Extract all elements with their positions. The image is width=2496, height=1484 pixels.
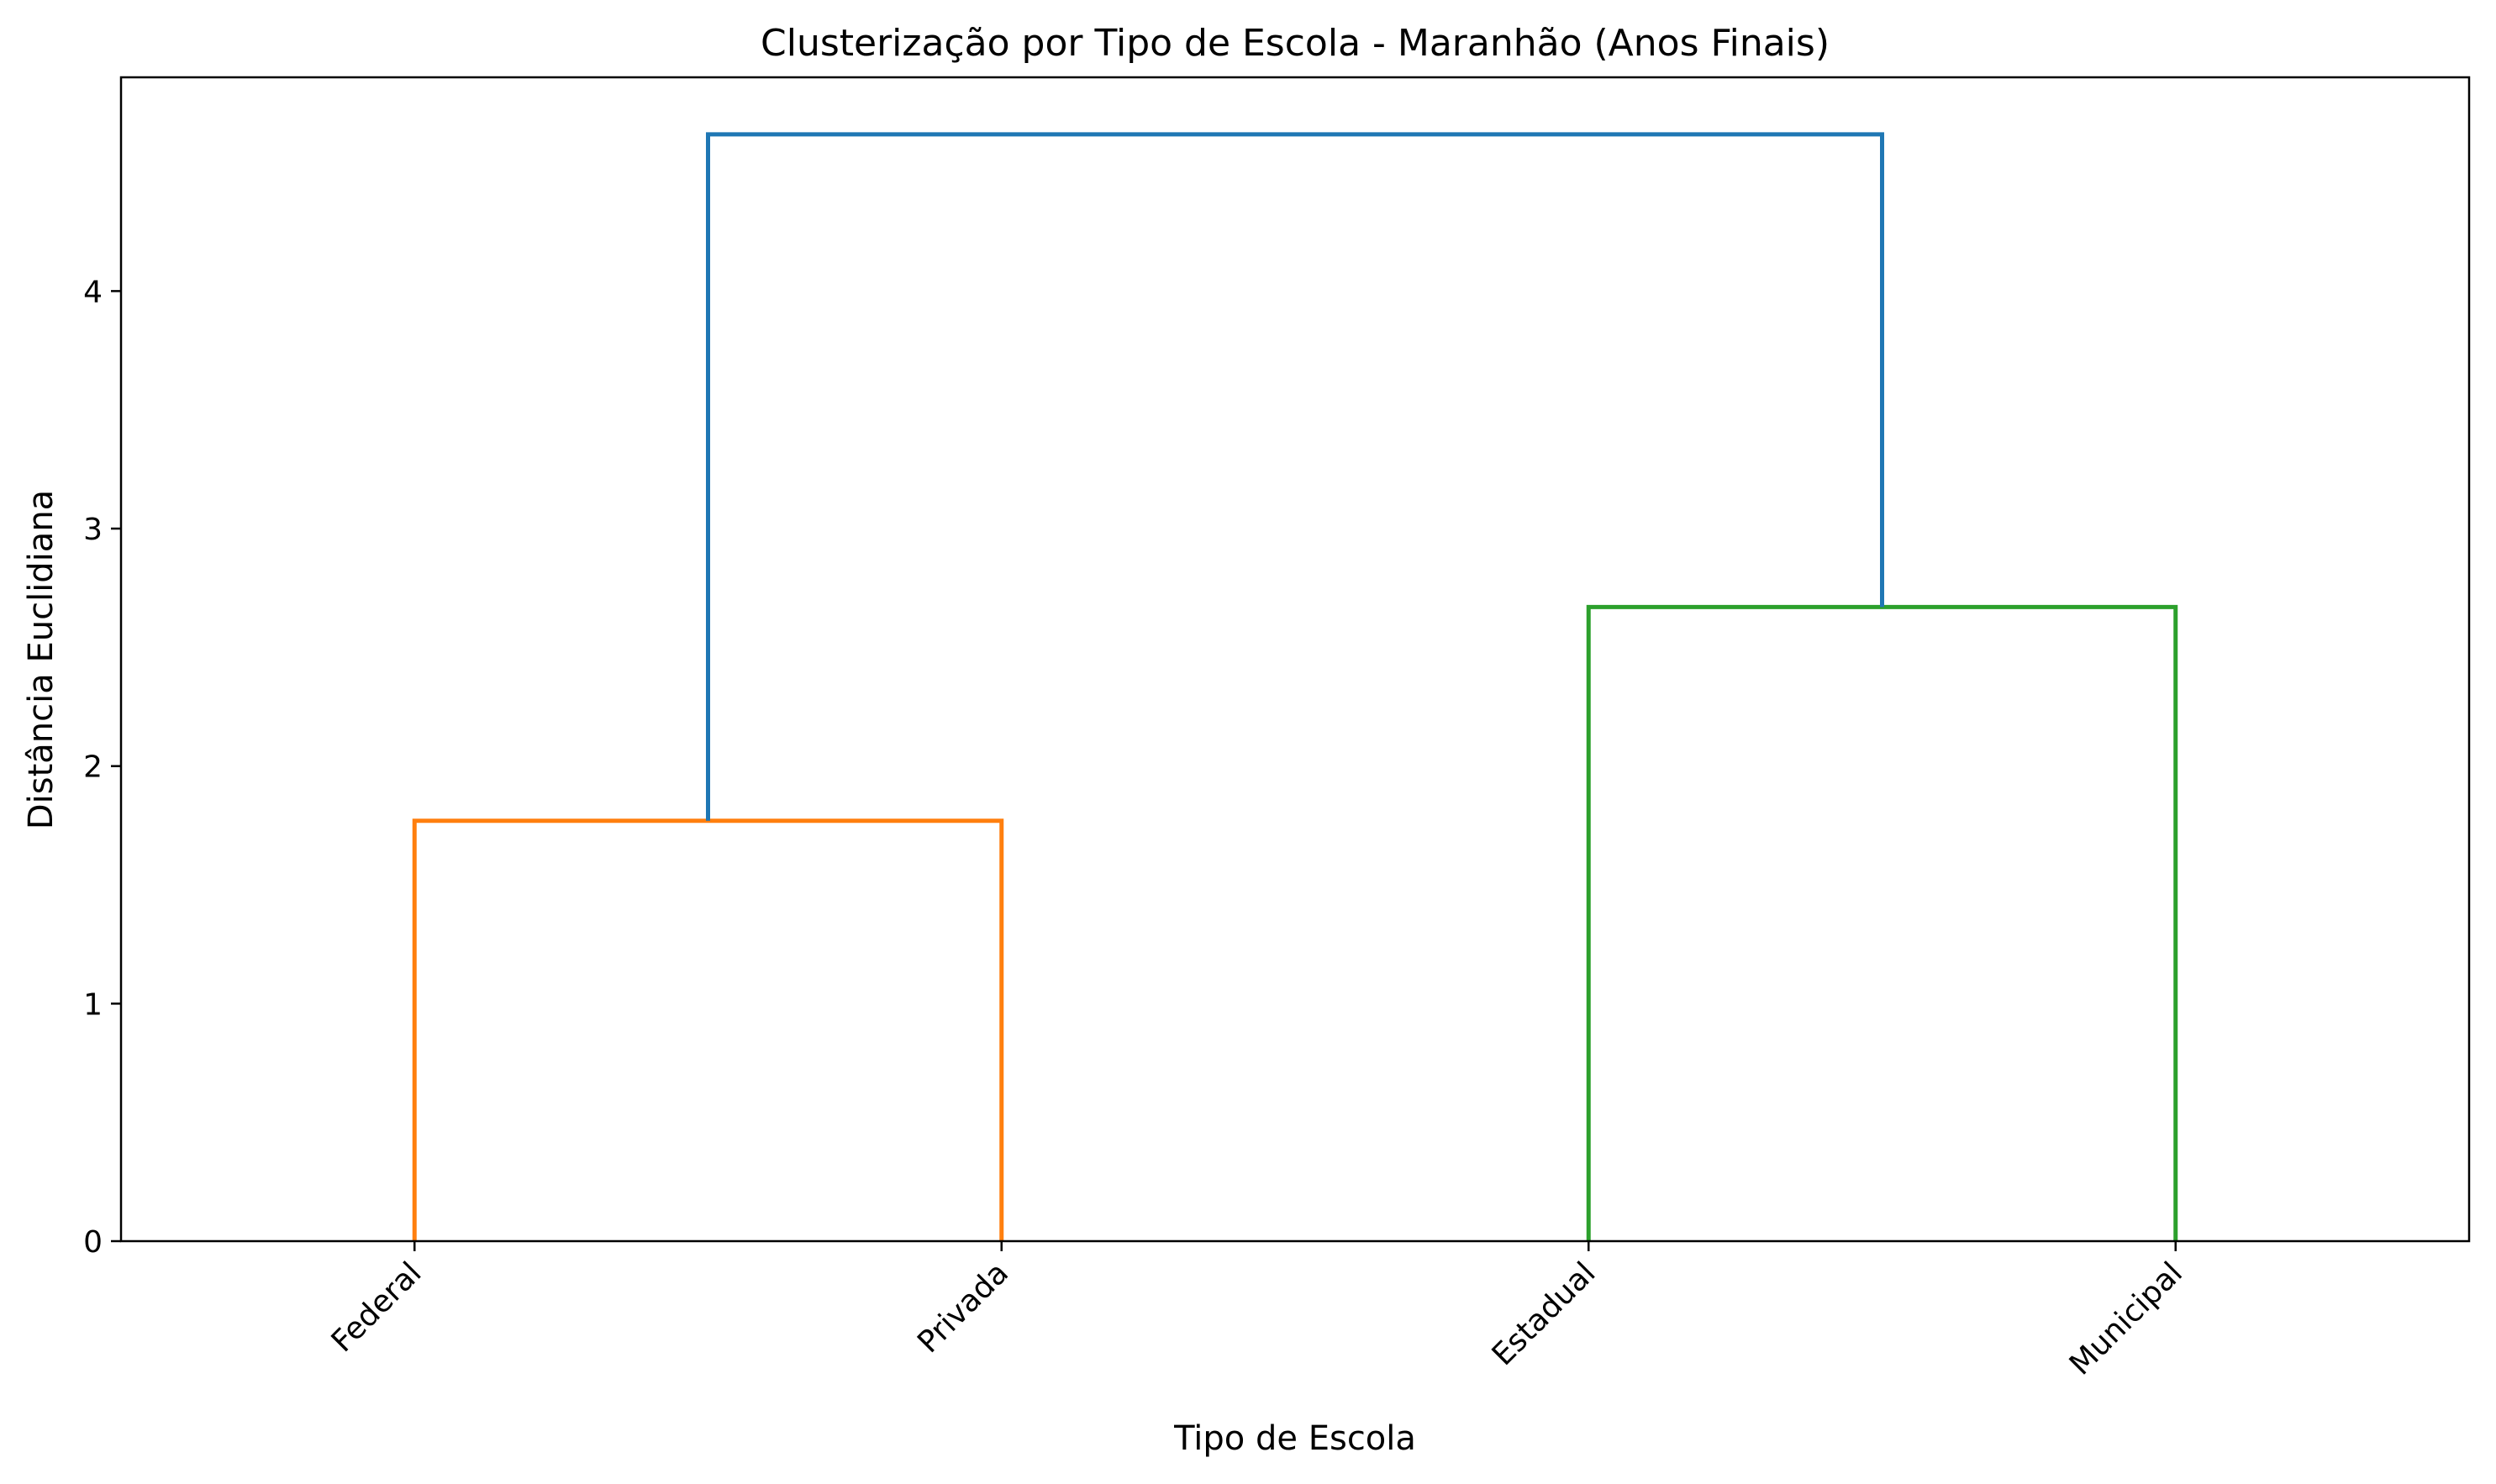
- y-axis-label: Distância Euclidiana: [22, 490, 61, 829]
- x-axis-label: Tipo de Escola: [1173, 1419, 1416, 1458]
- chart-title: Clusterização por Tipo de Escola - Maran…: [761, 22, 1830, 65]
- plot-frame: [119, 76, 2471, 1243]
- dendrogram-link-3: [706, 132, 1884, 821]
- y-tick-label: 2: [83, 750, 103, 785]
- y-tick-label: 0: [83, 1225, 103, 1260]
- y-axis: 0 1 2 3 4: [83, 275, 121, 1260]
- y-tick-label: 3: [83, 513, 103, 547]
- dendrogram-links: [412, 132, 2178, 1241]
- y-tick-label: 1: [83, 987, 103, 1022]
- y-tick-label: 4: [83, 275, 103, 309]
